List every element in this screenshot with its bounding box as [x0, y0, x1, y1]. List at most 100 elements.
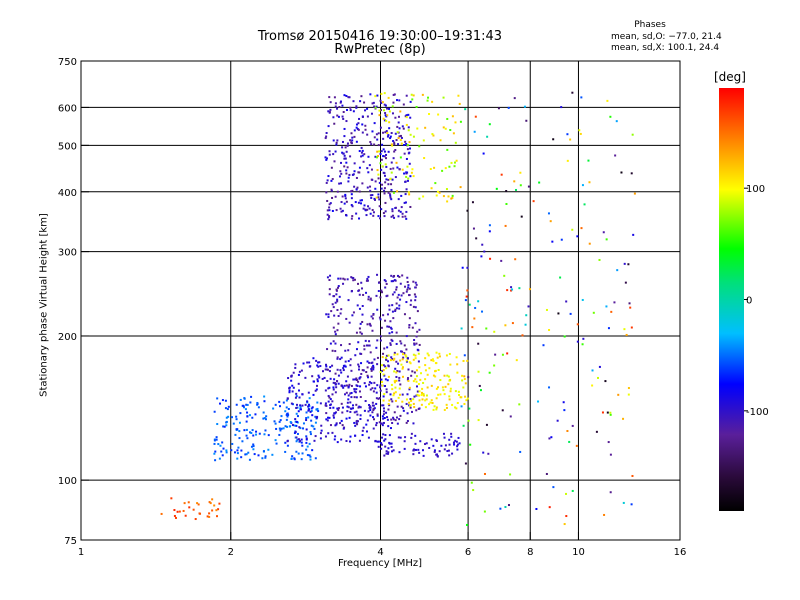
echo-point: [387, 96, 390, 99]
echo-point: [548, 506, 551, 509]
echo-point: [309, 431, 312, 434]
echo-point: [383, 454, 386, 457]
echo-point: [297, 410, 300, 413]
echo-point: [315, 408, 318, 411]
echo-point: [327, 218, 330, 221]
echo-point: [355, 403, 358, 406]
echo-point: [329, 403, 332, 406]
echo-point: [379, 109, 382, 112]
echo-point: [247, 451, 250, 454]
echo-point: [309, 433, 312, 436]
echo-point: [464, 299, 467, 302]
echo-point: [344, 195, 347, 198]
echo-point: [334, 195, 337, 198]
echo-point: [565, 492, 568, 495]
echo-point: [324, 404, 327, 407]
echo-point: [334, 102, 337, 105]
echo-point: [317, 365, 320, 368]
echo-point: [365, 279, 368, 282]
echo-point: [252, 444, 255, 447]
echo-point: [428, 446, 431, 449]
echo-point: [340, 210, 343, 213]
echo-point: [412, 353, 415, 356]
echo-point: [404, 201, 407, 204]
echo-point: [632, 233, 635, 236]
echo-point: [380, 326, 383, 329]
colorbar-tick-label: 100: [746, 184, 765, 195]
echo-point: [383, 215, 386, 218]
echo-point: [441, 169, 444, 172]
echo-point: [403, 440, 406, 443]
echo-point: [344, 146, 347, 149]
echo-point: [605, 238, 608, 241]
echo-point: [263, 400, 266, 403]
echo-point: [323, 376, 326, 379]
echo-point: [371, 366, 374, 369]
echo-point: [326, 213, 329, 216]
echo-point: [427, 96, 430, 99]
echo-point: [602, 231, 605, 234]
echo-point: [294, 431, 297, 434]
echo-point: [456, 443, 459, 446]
echo-point: [352, 404, 355, 407]
echo-point: [372, 427, 375, 430]
echo-point: [384, 104, 387, 107]
echo-point: [627, 387, 630, 390]
echo-point: [563, 523, 566, 526]
echo-point: [419, 440, 422, 443]
echo-point: [305, 448, 308, 451]
echo-point: [421, 387, 424, 390]
echo-point: [340, 344, 343, 347]
echo-point: [379, 339, 382, 342]
echo-point: [390, 132, 393, 135]
echo-point: [346, 405, 349, 408]
echo-point: [327, 416, 330, 419]
echo-point: [616, 269, 619, 272]
echo-point: [380, 443, 383, 446]
echo-point: [393, 353, 396, 356]
echo-point: [466, 266, 469, 269]
echo-point: [437, 393, 440, 396]
echo-point: [461, 374, 464, 377]
echo-point: [329, 424, 332, 427]
echo-point: [333, 438, 336, 441]
echo-point: [413, 342, 416, 345]
echo-point: [358, 117, 361, 120]
echo-point: [370, 369, 373, 372]
echo-point: [337, 408, 340, 411]
echo-point: [426, 352, 429, 355]
x-tick-label: 6: [465, 547, 471, 558]
echo-point: [615, 120, 618, 123]
echo-point: [383, 150, 386, 153]
echo-point: [451, 452, 454, 455]
echo-point: [342, 111, 345, 114]
echo-point: [444, 444, 447, 447]
echo-point: [422, 381, 425, 384]
echo-point: [578, 129, 581, 132]
echo-point: [196, 502, 199, 505]
echo-point: [295, 395, 298, 398]
echo-point: [364, 208, 367, 211]
echo-point: [395, 379, 398, 382]
echo-point: [405, 157, 408, 160]
echo-point: [414, 378, 417, 381]
echo-point: [289, 425, 292, 428]
echo-point: [562, 401, 565, 404]
echo-point: [462, 424, 465, 427]
echo-point: [412, 422, 415, 425]
echo-point: [400, 405, 403, 408]
echo-point: [460, 327, 463, 330]
echo-point: [457, 94, 460, 97]
echo-point: [483, 250, 486, 253]
echo-point: [352, 279, 355, 282]
echo-point: [345, 120, 348, 123]
echo-point: [294, 418, 297, 421]
echo-point: [627, 263, 630, 266]
echo-point: [453, 161, 456, 164]
echo-point: [241, 404, 244, 407]
echo-point: [385, 295, 388, 298]
echo-point: [335, 209, 338, 212]
echo-point: [378, 205, 381, 208]
echo-point: [419, 378, 422, 381]
echo-point: [412, 449, 415, 452]
